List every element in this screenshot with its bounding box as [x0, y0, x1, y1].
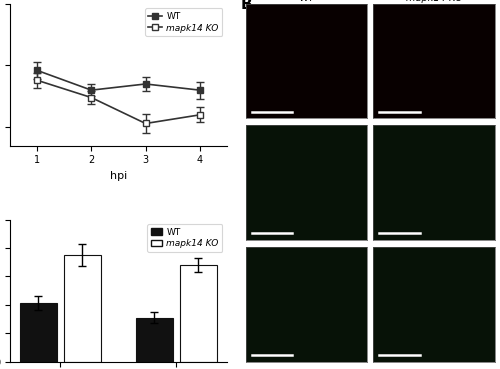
Legend: WT, mapk14 KO: WT, mapk14 KO: [144, 8, 222, 36]
Bar: [20, 303, 57, 362]
Title: WT: WT: [298, 0, 314, 3]
X-axis label: hpi: hpi: [110, 171, 127, 181]
Legend: WT, mapk14 KO: WT, mapk14 KO: [148, 224, 222, 252]
Bar: [136, 318, 173, 362]
Bar: [64, 255, 101, 362]
Title: mapk14 KO: mapk14 KO: [406, 0, 462, 3]
Bar: [180, 265, 217, 362]
Text: B: B: [240, 0, 252, 11]
